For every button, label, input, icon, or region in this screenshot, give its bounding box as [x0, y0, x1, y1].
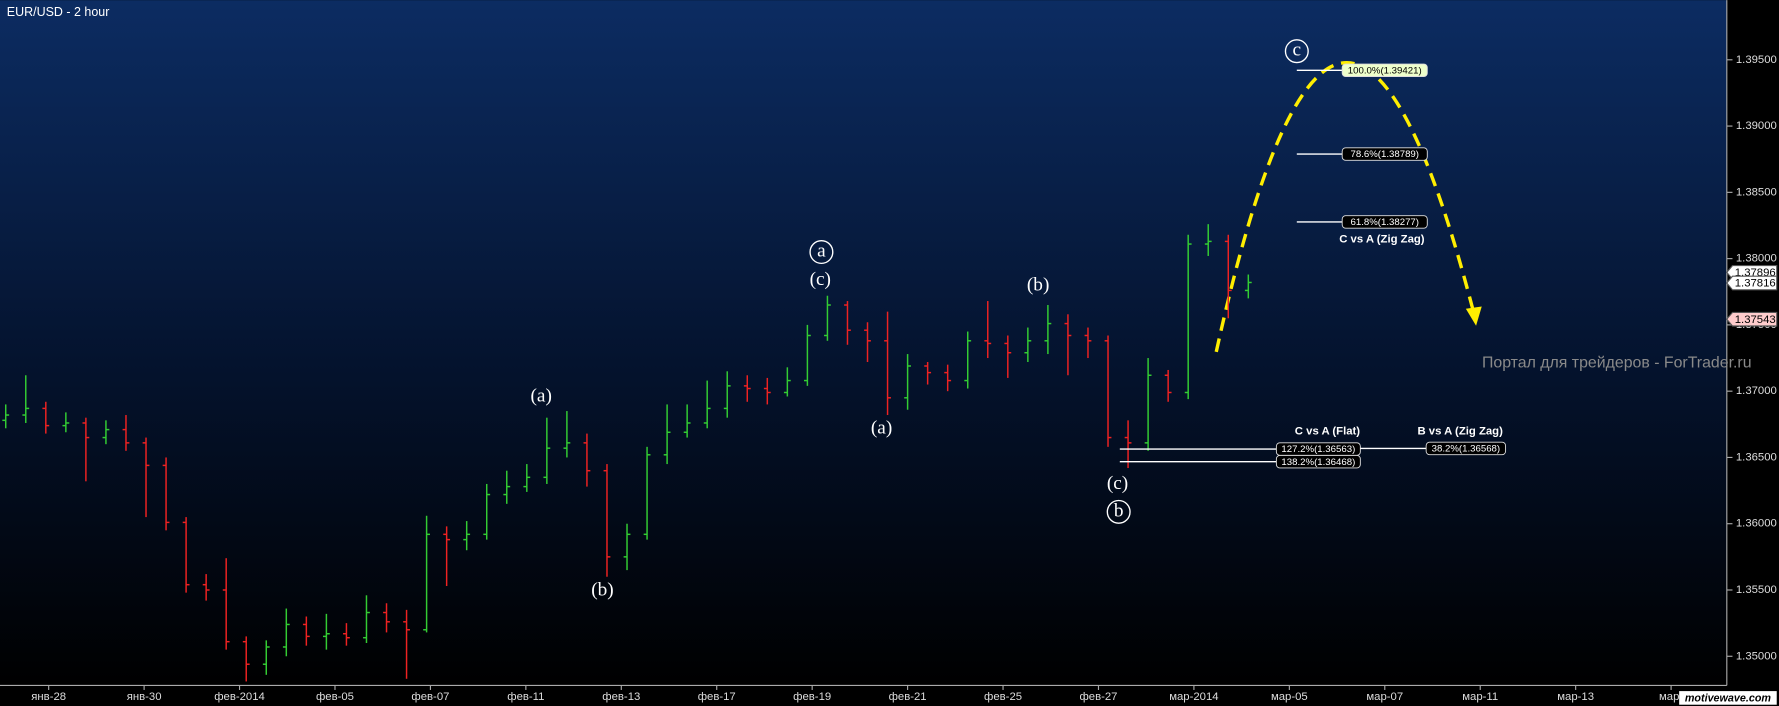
minor-wave-label: (a): [530, 386, 551, 407]
x-tick-label: мар-13: [1557, 691, 1594, 703]
wave-circle: [809, 239, 834, 265]
fib-box: [1341, 147, 1428, 161]
projection-curve: [1214, 61, 1475, 353]
projection-arrow: [1465, 306, 1482, 326]
y-tick-label: 1.37000: [1736, 385, 1777, 397]
price-tag: [1726, 311, 1778, 327]
fib-label: 78.6%(1.38789): [1350, 149, 1419, 160]
x-tick-label: мар-11: [1462, 691, 1498, 703]
fib-box: [1341, 215, 1428, 229]
x-tick-label: фев-21: [889, 691, 927, 703]
x-tick-label: фев-25: [984, 691, 1022, 703]
fib-box: [1341, 63, 1428, 77]
primary-wave-label: c: [1293, 40, 1302, 61]
price-tag-label: 1.37816: [1735, 278, 1776, 290]
y-tick-label: 1.39500: [1736, 54, 1777, 66]
price-tag: [1726, 275, 1778, 291]
x-tick-label: фев-2014: [214, 691, 265, 703]
watermark: Портал для трейдеров - ForTrader.ru: [1482, 354, 1752, 371]
x-tick-label: фев-19: [793, 691, 831, 703]
fib-label: 138.2%(1.36468): [1281, 457, 1355, 468]
x-tick-label: фев-11: [507, 691, 544, 703]
x-tick-label: фев-17: [698, 691, 736, 703]
fib-caption: C vs A (Zig Zag): [1339, 234, 1425, 246]
minor-wave-label: (c): [1107, 473, 1128, 494]
wave-circle: [1284, 39, 1309, 64]
fib-caption: B vs A (Zig Zag): [1417, 425, 1503, 437]
primary-wave-label: a: [817, 240, 826, 261]
x-tick-label: мар-07: [1366, 691, 1403, 703]
x-tick-label: мар-: [1659, 691, 1683, 703]
fib-caption: C vs A (Flat): [1295, 425, 1360, 437]
fib-box: [1275, 454, 1361, 469]
plot-background: [0, 0, 1727, 686]
y-tick-label: 1.36500: [1736, 451, 1777, 463]
marks: 1.35000 1.35500 1.36000 1.36500 1.37000 1.375…: [2, 39, 1778, 703]
x-tick-label: фев-05: [316, 691, 354, 703]
y-tick-label: 1.38500: [1736, 186, 1777, 198]
x-tick-label: мар-05: [1271, 691, 1308, 703]
logo: motivewave.com: [1685, 692, 1772, 704]
chart-title: EUR/USD - 2 hour: [7, 5, 110, 19]
fib-label: 100.0%(1.39421): [1348, 65, 1422, 76]
x-tick-label: янв-28: [31, 691, 66, 703]
y-tick-label: 1.36000: [1736, 518, 1777, 530]
minor-wave-label: (b): [591, 580, 613, 601]
x-tick-label: фев-27: [1079, 691, 1117, 703]
y-tick-label: 1.39000: [1736, 120, 1777, 132]
minor-wave-label: (a): [871, 417, 892, 438]
x-tick-label: фев-07: [411, 691, 449, 703]
x-tick-label: фев-13: [602, 691, 640, 703]
fib-label: 127.2%(1.36563): [1281, 444, 1355, 455]
x-tick-label: мар-2014: [1169, 691, 1218, 703]
fib-box: [1425, 441, 1507, 456]
minor-wave-label: (c): [810, 269, 831, 290]
wave-circle: [1106, 499, 1131, 524]
x-tick-label: янв-30: [127, 691, 162, 703]
y-tick-label: 1.35500: [1736, 584, 1777, 596]
logo-box: [1679, 691, 1777, 705]
minor-wave-label: (b): [1027, 274, 1049, 295]
fib-label: 38.2%(1.36568): [1432, 444, 1501, 455]
price-tag-label: 1.37543: [1735, 314, 1776, 326]
fib-label: 61.8%(1.38277): [1350, 217, 1419, 228]
y-tick-label: 1.35000: [1736, 650, 1777, 662]
y-tick-label: 1.38000: [1736, 253, 1777, 265]
primary-wave-label: b: [1114, 500, 1124, 521]
